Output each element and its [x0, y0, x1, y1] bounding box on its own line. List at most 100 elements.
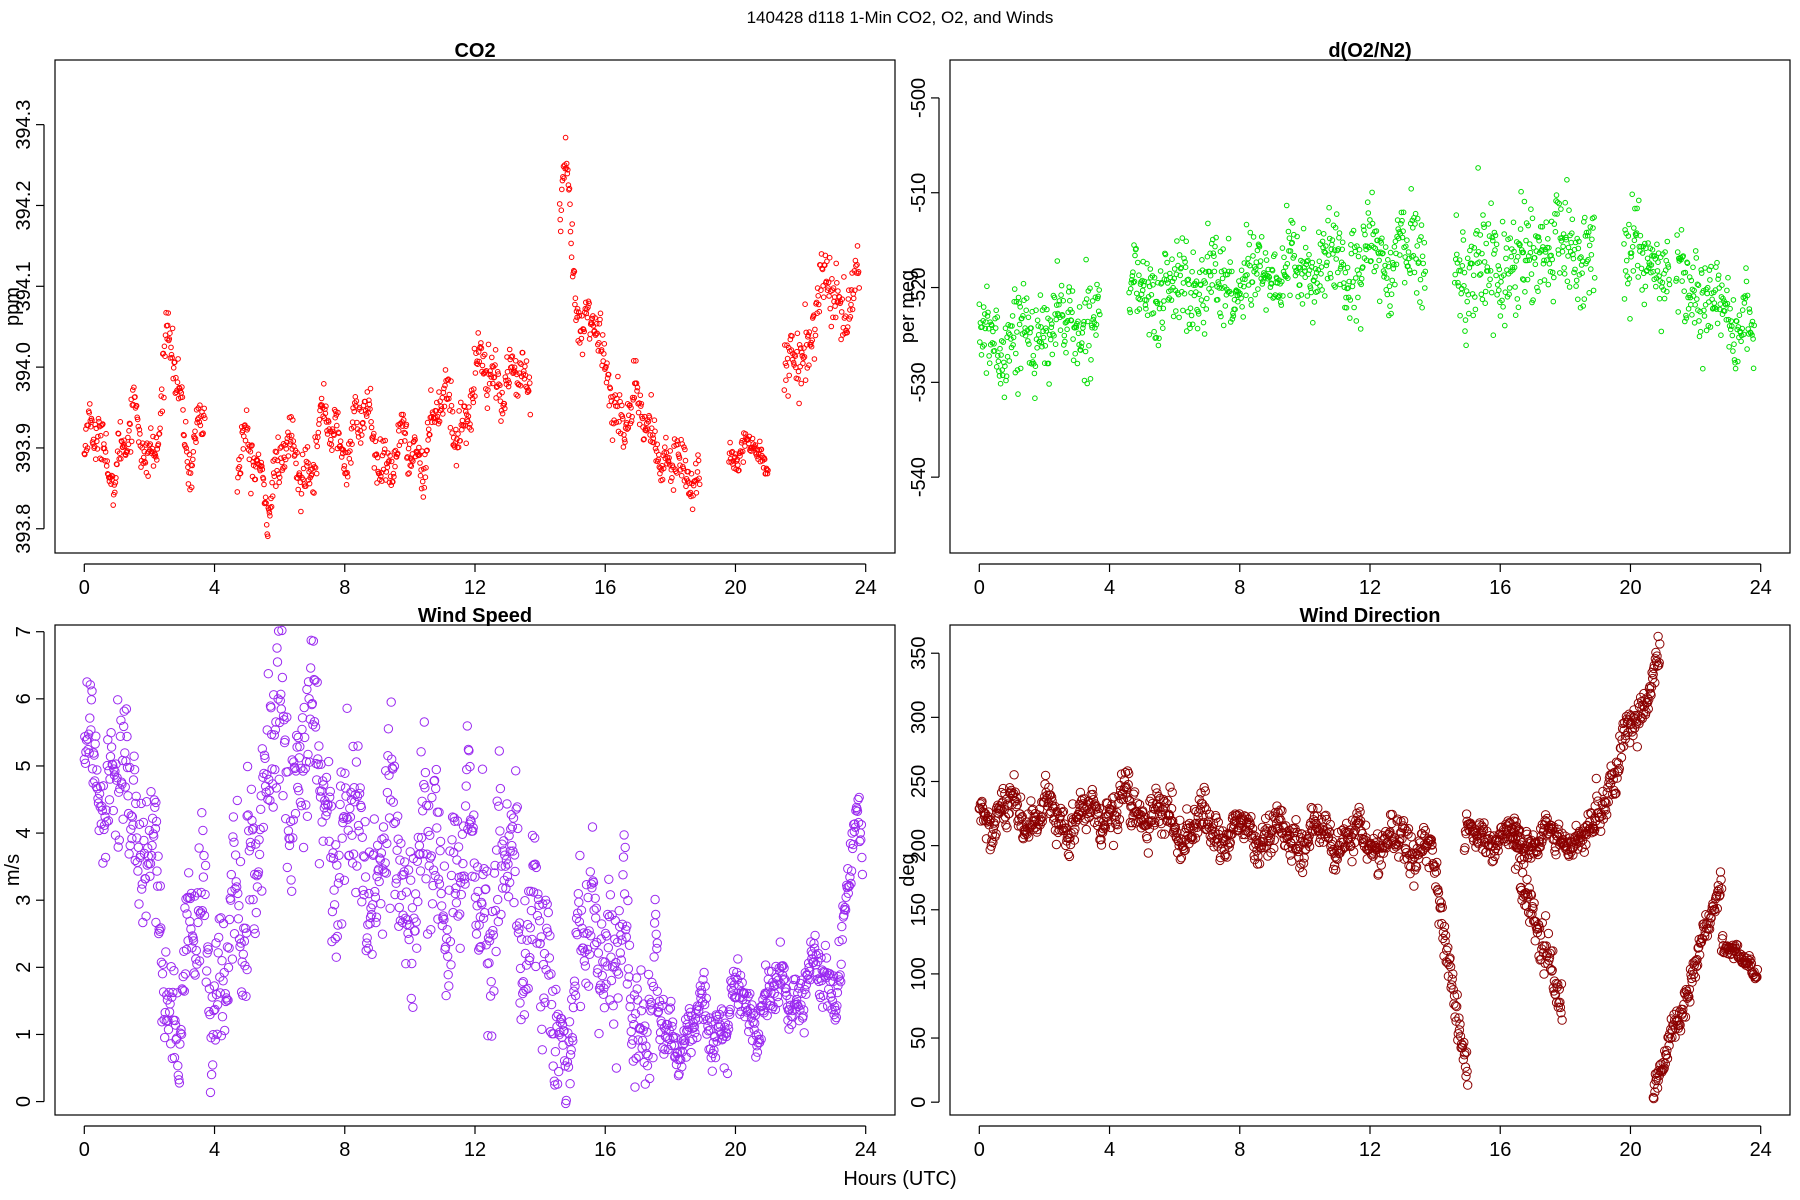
data-point [999, 367, 1006, 373]
data-point [1324, 259, 1330, 266]
data-point [190, 456, 196, 463]
data-point [1422, 268, 1429, 275]
data-point [275, 471, 282, 477]
data-point [293, 460, 299, 467]
data-point [125, 762, 135, 773]
data-point [1113, 824, 1123, 835]
data-point [1487, 268, 1494, 274]
data-point [1433, 884, 1443, 895]
data-point [212, 1000, 223, 1010]
data-point [844, 329, 851, 336]
data-point [483, 1031, 493, 1041]
data-point [1340, 261, 1347, 268]
data-point [1580, 303, 1586, 309]
data-point [354, 788, 365, 799]
data-point [1623, 257, 1630, 264]
data-point [1406, 267, 1413, 273]
data-point [433, 914, 443, 924]
data-point [141, 911, 151, 921]
data-point [455, 943, 465, 953]
data-point [405, 445, 412, 452]
data-point [149, 831, 159, 841]
data-point [849, 306, 856, 313]
data-point [797, 363, 804, 370]
data-point [1367, 217, 1373, 223]
data-point [282, 456, 289, 463]
y-tick-label: 200 [908, 829, 930, 862]
data-point [1707, 277, 1713, 283]
data-point [749, 435, 756, 442]
data-point [341, 812, 352, 823]
data-point [414, 840, 425, 851]
data-point [1288, 240, 1295, 247]
data-point [1506, 291, 1512, 298]
data-point [175, 356, 181, 362]
data-point [686, 480, 693, 486]
data-point [1379, 235, 1385, 242]
data-point [115, 731, 126, 741]
data-point [371, 465, 378, 471]
data-point [1054, 258, 1061, 264]
data-point [796, 400, 802, 407]
data-point [1577, 255, 1583, 262]
data-point [158, 987, 169, 997]
data-point [1684, 260, 1691, 267]
data-point [246, 784, 257, 794]
data-point [1707, 324, 1714, 330]
data-point [1696, 318, 1702, 324]
data-point [1461, 1047, 1472, 1057]
data-point [1183, 238, 1189, 245]
data-point [1417, 276, 1424, 283]
data-point [1146, 331, 1152, 338]
data-point [816, 308, 823, 315]
data-point [310, 489, 316, 495]
data-point [621, 932, 631, 942]
data-point [266, 703, 276, 713]
data-point [1569, 216, 1576, 223]
data-point [1747, 309, 1753, 316]
data-point [1368, 258, 1374, 264]
data-point [1501, 231, 1507, 237]
data-point [175, 1028, 186, 1038]
data-point [1165, 782, 1175, 792]
data-point [698, 975, 708, 985]
data-point [448, 402, 455, 409]
data-point [515, 998, 525, 1008]
data-point [1176, 252, 1183, 258]
data-point [1743, 278, 1750, 285]
data-point [1025, 314, 1032, 321]
data-point [584, 314, 591, 321]
data-point [1337, 845, 1347, 855]
data-point [453, 911, 463, 921]
data-point [296, 763, 306, 773]
data-point [223, 962, 234, 973]
data-point [1563, 236, 1570, 243]
data-point [1303, 837, 1314, 847]
data-point [997, 345, 1003, 352]
data-point [506, 380, 512, 386]
data-point [1576, 238, 1582, 245]
data-point [1063, 349, 1069, 356]
data-point [1022, 829, 1032, 839]
data-point [203, 944, 214, 955]
data-point [1510, 219, 1517, 226]
data-point [1263, 851, 1273, 861]
data-point [1044, 782, 1054, 793]
data-point [81, 735, 92, 745]
data-point [1385, 257, 1391, 263]
data-point [855, 269, 862, 275]
data-point [597, 970, 607, 981]
data-point [665, 1003, 676, 1013]
data-point [981, 834, 992, 844]
data-point [1238, 267, 1245, 274]
data-point [412, 943, 422, 953]
data-point [459, 417, 466, 424]
data-point [180, 903, 190, 913]
x-tick-label: 16 [1489, 1139, 1511, 1161]
data-point [131, 384, 137, 391]
data-point [996, 373, 1003, 379]
data-point [832, 1001, 842, 1011]
data-point [1326, 204, 1332, 211]
data-point [1348, 847, 1359, 857]
data-point [1398, 221, 1404, 227]
